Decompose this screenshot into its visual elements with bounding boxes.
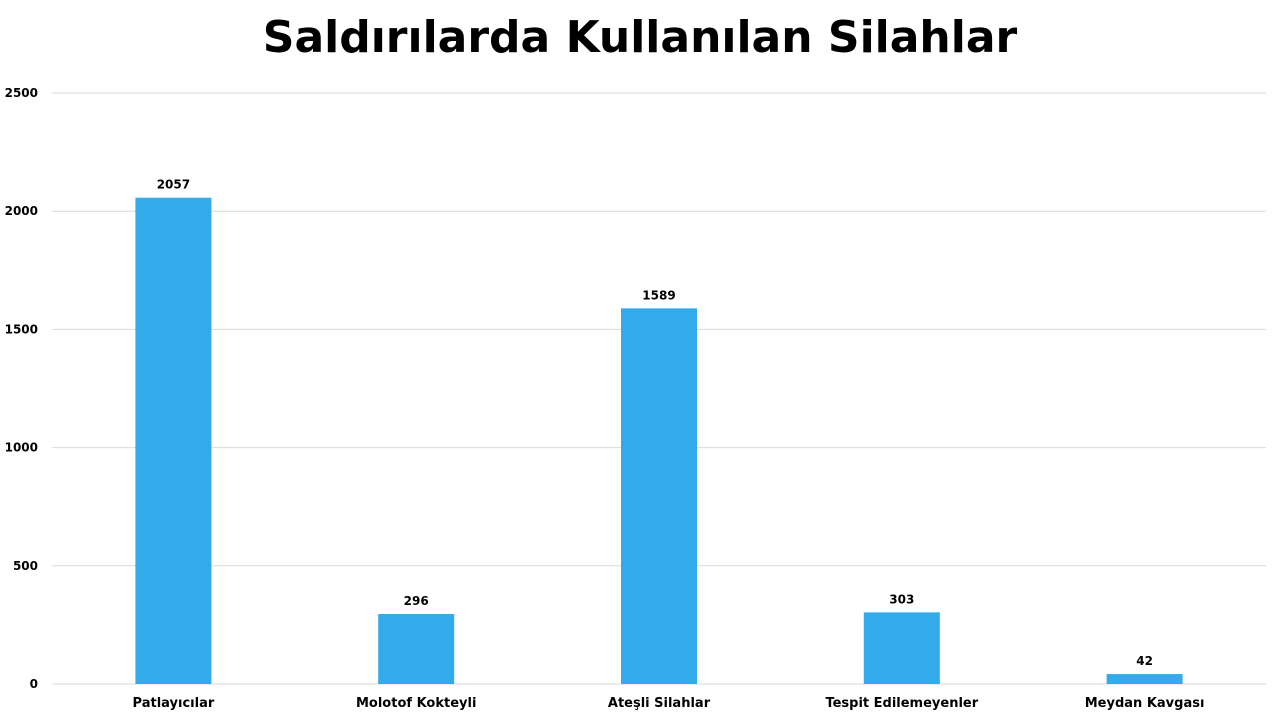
bar bbox=[621, 308, 697, 684]
bar bbox=[135, 197, 212, 684]
data-label: 296 bbox=[404, 594, 429, 608]
category-label: Meydan Kavgası bbox=[1085, 696, 1205, 711]
data-labels: 2057 296 1589 303 42 bbox=[157, 178, 1153, 668]
data-label: 42 bbox=[1136, 654, 1153, 668]
category-label: Patlayıcılar bbox=[133, 696, 215, 711]
y-tick-label: 2000 bbox=[5, 204, 38, 218]
y-tick-label: 1500 bbox=[5, 322, 38, 336]
category-label: Ateşli Silahlar bbox=[608, 696, 711, 711]
bar bbox=[1106, 674, 1183, 684]
y-tick-label: 2500 bbox=[5, 86, 38, 100]
data-label: 1589 bbox=[642, 288, 675, 302]
x-axis-categories: Patlayıcılar Molotof Kokteyli Ateşli Silah… bbox=[133, 696, 1205, 711]
y-tick-label: 1000 bbox=[5, 441, 38, 455]
bars bbox=[135, 197, 1183, 684]
bar bbox=[378, 614, 455, 684]
category-label: Tespit Edilemeyenler bbox=[825, 696, 978, 711]
y-axis-ticks: 0 500 1000 1500 2000 2500 bbox=[5, 86, 38, 691]
data-label: 2057 bbox=[157, 178, 190, 192]
data-label: 303 bbox=[889, 592, 914, 606]
category-label: Molotof Kokteyli bbox=[356, 696, 476, 711]
bar bbox=[863, 612, 940, 684]
y-tick-label: 0 bbox=[30, 677, 38, 691]
chart-title: Saldırılarda Kullanılan Silahlar bbox=[262, 12, 1018, 63]
y-tick-label: 500 bbox=[13, 559, 38, 573]
